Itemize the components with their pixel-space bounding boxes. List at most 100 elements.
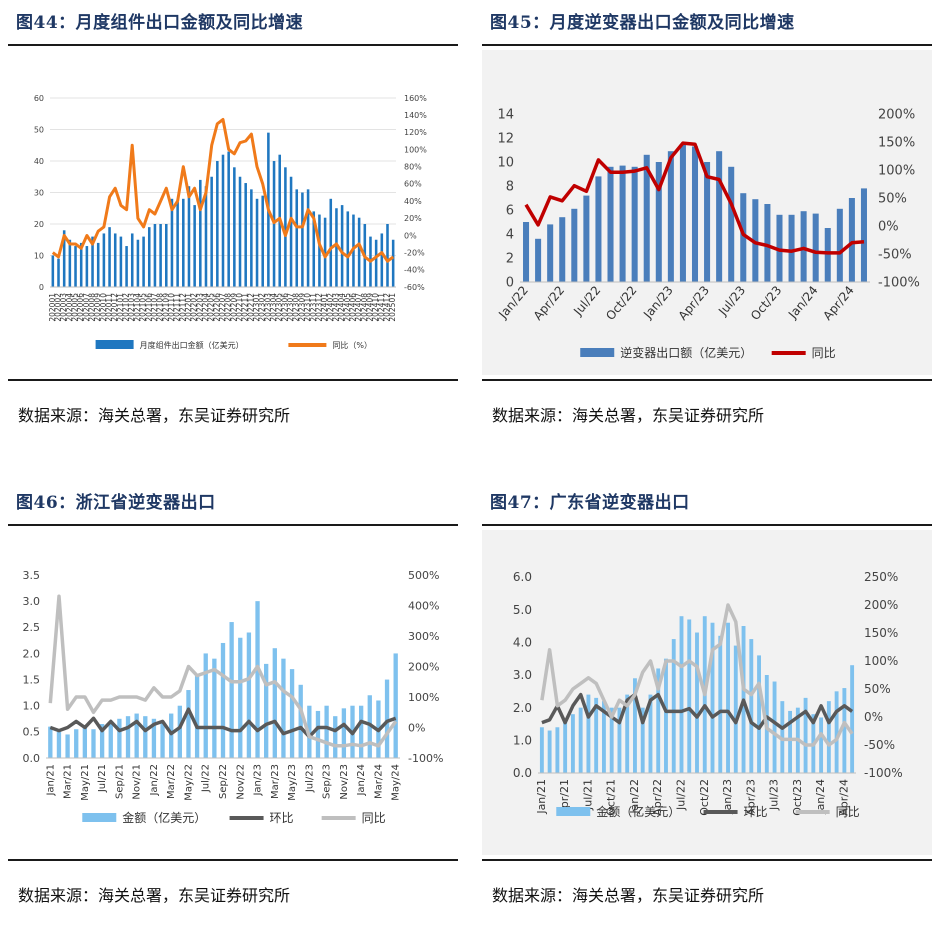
y-left-tick-label: 40 [34,157,44,166]
y-left-tick-label: 2 [506,252,514,267]
bar [68,239,72,287]
x-tick-label: Jul/21 [97,764,108,793]
x-tick-label: 202012 [110,293,119,322]
bar [578,707,583,773]
bar [220,642,226,758]
x-tick-label: Jul/23 [304,764,315,793]
x-tick-label: Jul/21 [581,779,594,811]
x-tick-label: 202307 [286,293,295,322]
x-tick-label: 202007 [82,293,91,322]
bar [631,166,638,282]
y-right-tick-label: 300% [408,630,439,643]
y-right-tick-label: 150% [878,136,915,151]
bar [860,188,867,282]
x-tick-label: Apr/22 [651,779,664,816]
bar [547,730,552,773]
bar [143,716,148,758]
x-tick-label: 202408 [360,293,369,322]
source-note: 数据来源：海关总署，东吴证券研究所 [18,886,291,905]
x-tick-label: 202109 [161,293,170,322]
bar [726,622,730,773]
x-tick-label: Nov/23 [339,764,350,800]
bar [74,729,79,758]
y-right-tick-label: -60% [404,283,425,292]
y-right-tick-label: -100% [878,276,920,291]
y-left-tick-label: 0 [506,276,514,291]
bar [625,694,630,773]
y-left-tick-label: 0.5 [23,726,41,739]
bar [153,224,157,287]
x-tick-label: 202212 [246,293,255,322]
figure-45-panel: 图45：月度逆变器出口金额及同比增速 0 2 4 6 8 10 12 14 -100% -50% 0… [482,0,940,445]
bar [812,213,819,282]
bar [340,205,344,287]
y-right-tick-label: 100% [864,654,898,668]
bar [691,146,699,282]
x-tick-label: Jan/23 [253,764,264,797]
bar [842,688,847,773]
x-tick-label: 202005 [71,293,80,322]
bar [151,718,157,758]
bottom-rule [8,379,458,381]
y-right-tick-label: 80% [404,163,422,172]
y-right-tick-label: 120% [404,128,427,137]
bar [710,622,715,773]
bar [358,705,364,758]
bar [216,161,219,287]
y-right-tick-label: 60% [404,180,422,189]
x-tick-label: 202402 [326,293,335,322]
y-left-tick-label: 6 [506,204,514,219]
x-tick-label: Mar/23 [270,764,281,799]
y-left-tick-label: 60 [34,94,44,103]
x-tick-label: 202208 [224,293,233,322]
x-tick-label: 202405 [343,293,352,322]
bar [108,227,111,287]
x-tick-label: 202501 [388,293,397,322]
bar [679,144,686,282]
bar [535,238,542,282]
x-tick-label: 202004 [65,293,74,322]
x-tick-label: 202304 [269,293,278,322]
y-right-tick-label: 500% [408,569,439,582]
y-left-tick-label: 4.0 [513,636,532,650]
bar [169,713,174,758]
bar [824,228,831,282]
x-tick-label: Jan/24 [356,764,367,797]
y-left-tick-label: 1.0 [23,700,41,713]
bar [229,622,234,758]
bar [82,726,88,758]
y-right-tick-label: 250% [864,570,898,584]
bar [210,176,213,287]
bar [318,214,321,287]
bar [559,217,566,282]
bar [99,724,105,758]
series-line [49,707,397,739]
x-tick-label: Oct/23 [791,779,804,816]
bar [159,224,162,287]
bar [341,708,347,758]
bar [91,729,96,758]
bar [788,710,793,773]
x-tick-label: 202010 [99,293,108,322]
x-tick-label: 202409 [365,293,374,322]
x-tick-label: Sep/21 [114,764,125,799]
bar [203,653,208,758]
bar [834,691,839,773]
bar [57,258,60,287]
x-tick-label: 202311 [309,293,318,322]
bar [244,183,247,287]
x-tick-label: 202204 [201,293,210,322]
figure-47-panel: 图47：广东省逆变器出口 0.0 1.0 2.0 3.0 4.0 5.0 6.0 -100% -… [482,480,940,925]
x-tick-label: Jul/22 [201,764,212,793]
chart-45: 02468101214-100%-50%0%50%100%150%200%Jan… [482,50,932,375]
bar [199,179,202,287]
bar [633,678,637,773]
x-tick-label: 202312 [314,293,323,322]
bar [655,162,662,282]
legend-swatch [580,348,615,357]
y-right-tick-label: 200% [878,108,915,123]
y-left-tick-label: 20 [34,220,44,229]
chart-background [8,50,458,375]
y-left-tick-label: 3.5 [23,569,41,582]
bar [187,186,191,287]
